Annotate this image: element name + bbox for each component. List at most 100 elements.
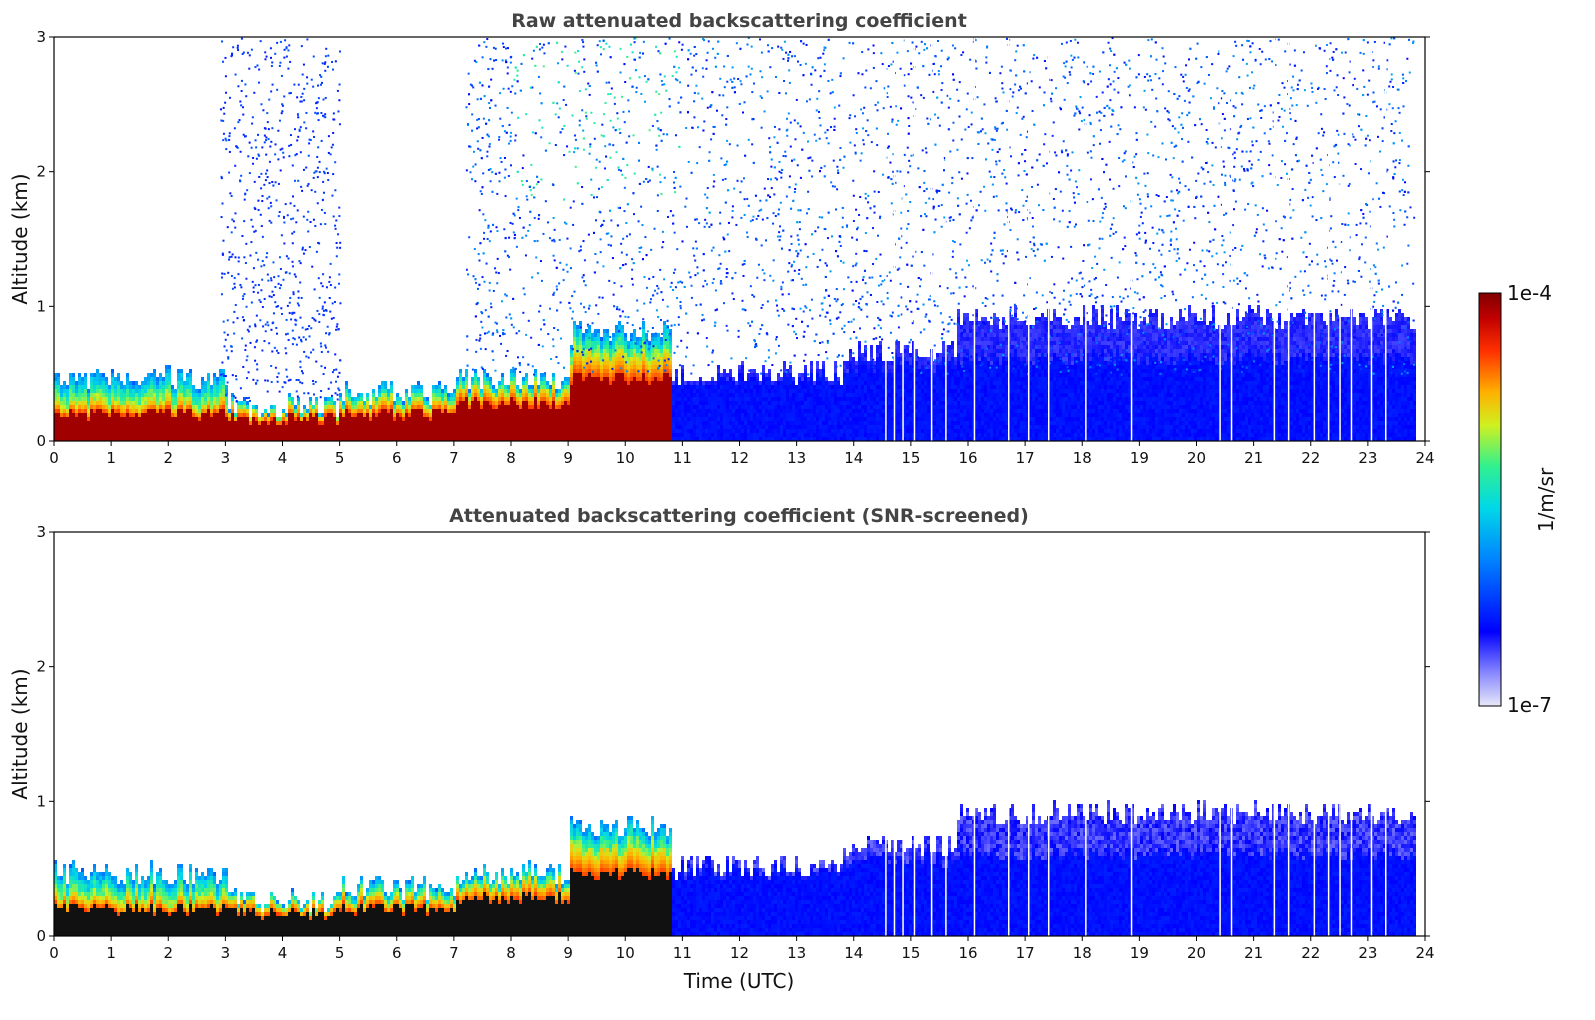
heatmap-cell bbox=[858, 357, 861, 361]
heatmap-cell bbox=[393, 413, 396, 417]
heatmap-cell bbox=[114, 385, 117, 389]
heatmap-cell bbox=[459, 433, 462, 437]
heatmap-cell bbox=[252, 409, 255, 413]
heatmap-cell bbox=[522, 433, 525, 437]
heatmap-cell bbox=[207, 433, 210, 437]
heatmap-cell bbox=[552, 413, 555, 417]
heatmap-cell bbox=[465, 417, 468, 421]
heatmap-cell bbox=[405, 389, 408, 393]
heatmap-cell bbox=[555, 405, 558, 409]
heatmap-cell bbox=[711, 409, 714, 413]
heatmap-column bbox=[432, 385, 435, 441]
heatmap-cell bbox=[438, 433, 441, 437]
heatmap-cell bbox=[483, 417, 486, 421]
heatmap-cell bbox=[195, 437, 198, 441]
heatmap-cell bbox=[669, 397, 672, 401]
heatmap-cell bbox=[579, 357, 582, 361]
heatmap-cell bbox=[873, 397, 876, 401]
heatmap-cell bbox=[522, 421, 525, 425]
heatmap-cell bbox=[192, 401, 195, 405]
heatmap-cell bbox=[648, 381, 651, 385]
heatmap-cell bbox=[486, 401, 489, 405]
heatmap-cell bbox=[453, 421, 456, 425]
heatmap-cell bbox=[582, 385, 585, 389]
heatmap-cell bbox=[75, 437, 78, 441]
heatmap-cell bbox=[654, 401, 657, 405]
heatmap-cell bbox=[819, 393, 822, 397]
heatmap-cell bbox=[267, 417, 270, 421]
heatmap-cell bbox=[150, 425, 153, 429]
heatmap-cell bbox=[156, 437, 159, 441]
heatmap-cell bbox=[621, 425, 624, 429]
heatmap-cell bbox=[576, 429, 579, 433]
heatmap-cell bbox=[369, 433, 372, 437]
heatmap-cell bbox=[897, 357, 900, 361]
heatmap-cell bbox=[156, 397, 159, 401]
heatmap-cell bbox=[96, 393, 99, 397]
heatmap-cell bbox=[153, 397, 156, 401]
heatmap-cell bbox=[156, 393, 159, 397]
heatmap-cell bbox=[579, 413, 582, 417]
heatmap-cell bbox=[663, 377, 666, 381]
heatmap-cell bbox=[306, 417, 309, 421]
heatmap-cell bbox=[519, 417, 522, 421]
heatmap-cell bbox=[222, 409, 225, 413]
heatmap-cell bbox=[72, 389, 75, 393]
heatmap-cell bbox=[627, 349, 630, 353]
heatmap-cell bbox=[354, 401, 357, 405]
heatmap-cell bbox=[654, 421, 657, 425]
heatmap-cell bbox=[843, 433, 846, 437]
heatmap-cell bbox=[612, 397, 615, 401]
heatmap-cell bbox=[654, 417, 657, 421]
heatmap-cell bbox=[498, 433, 501, 437]
heatmap-cell bbox=[615, 385, 618, 389]
heatmap-cell bbox=[573, 377, 576, 381]
heatmap-cell bbox=[729, 433, 732, 437]
heatmap-cell bbox=[786, 429, 789, 433]
heatmap-cell bbox=[357, 397, 360, 401]
heatmap-cell bbox=[81, 393, 84, 397]
heatmap-cell bbox=[345, 413, 348, 417]
heatmap-cell bbox=[273, 437, 276, 441]
heatmap-cell bbox=[57, 425, 60, 429]
heatmap-cell bbox=[552, 417, 555, 421]
heatmap-cell bbox=[888, 377, 891, 381]
heatmap-cell bbox=[378, 413, 381, 417]
heatmap-cell bbox=[504, 401, 507, 405]
heatmap-cell bbox=[663, 401, 666, 405]
heatmap-cell bbox=[882, 433, 885, 437]
heatmap-cell bbox=[762, 385, 765, 389]
heatmap-cell bbox=[120, 429, 123, 433]
heatmap-cell bbox=[579, 321, 582, 325]
heatmap-column bbox=[759, 381, 762, 441]
heatmap-cell bbox=[846, 433, 849, 437]
heatmap-cell bbox=[477, 437, 480, 441]
heatmap-cell bbox=[801, 397, 804, 401]
heatmap-cell bbox=[486, 433, 489, 437]
heatmap-cell bbox=[441, 389, 444, 393]
heatmap-cell bbox=[705, 385, 708, 389]
heatmap-cell bbox=[873, 417, 876, 421]
heatmap-cell bbox=[768, 425, 771, 429]
heatmap-cell bbox=[60, 425, 63, 429]
heatmap-cell bbox=[435, 393, 438, 397]
heatmap-cell bbox=[777, 393, 780, 397]
heatmap-cell bbox=[717, 369, 720, 373]
heatmap-cell bbox=[159, 433, 162, 437]
heatmap-cell bbox=[840, 397, 843, 401]
heatmap-cell bbox=[894, 385, 897, 389]
heatmap-cell bbox=[135, 433, 138, 437]
heatmap-cell bbox=[204, 429, 207, 433]
heatmap-cell bbox=[588, 389, 591, 393]
heatmap-cell bbox=[144, 409, 147, 413]
heatmap-cell bbox=[135, 429, 138, 433]
heatmap-cell bbox=[534, 389, 537, 393]
heatmap-cell bbox=[165, 369, 168, 373]
heatmap-cell bbox=[102, 413, 105, 417]
heatmap-cell bbox=[126, 393, 129, 397]
heatmap-cell bbox=[597, 393, 600, 397]
heatmap-cell bbox=[594, 397, 597, 401]
heatmap-cell bbox=[153, 389, 156, 393]
heatmap-cell bbox=[597, 345, 600, 349]
heatmap-cell bbox=[666, 369, 669, 373]
